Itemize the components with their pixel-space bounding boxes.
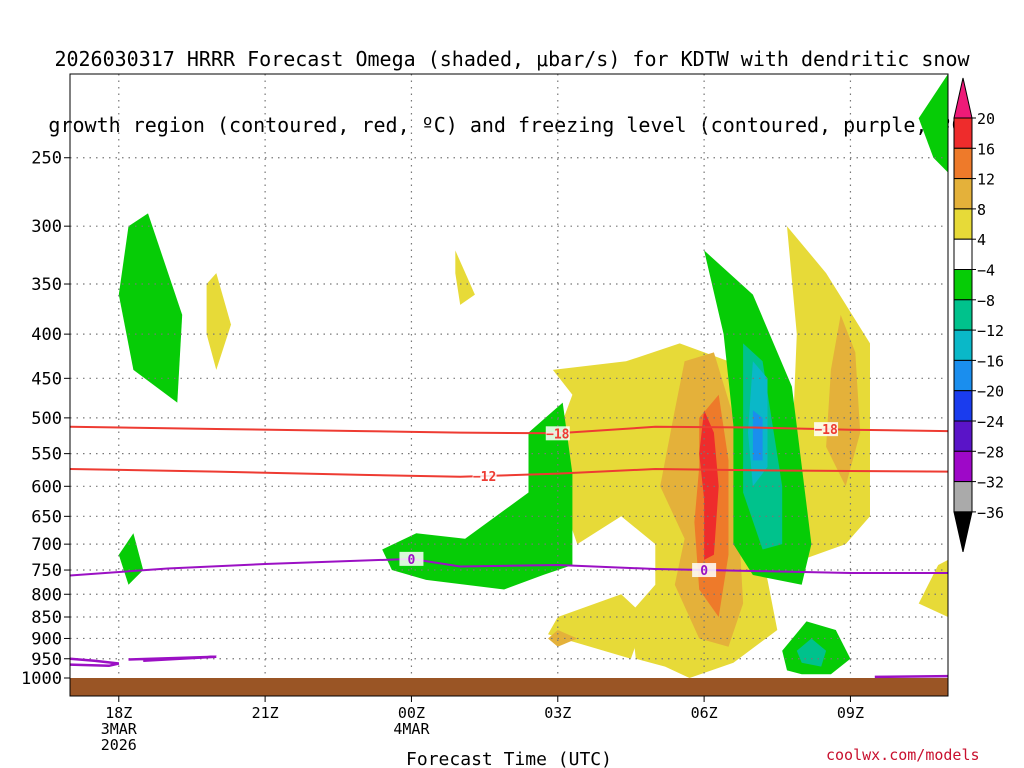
y-tick-label-650: 650	[31, 507, 62, 527]
colorbar-label-5: −4	[977, 262, 995, 280]
x-tick-label-1-0: 18Z	[105, 704, 132, 722]
chart-title-line-2: growth region (contoured, red, ºC) and f…	[48, 113, 976, 137]
omega-region-12	[826, 314, 861, 487]
y-tick-label-950: 950	[31, 650, 62, 670]
omega-region-7	[548, 630, 578, 647]
colorbar-label-4: 4	[977, 231, 986, 249]
colorbar-segment-6	[953, 299, 973, 331]
contour-label-bg-dgz-minus18-0	[545, 426, 570, 441]
omega-region-1	[206, 273, 231, 370]
omega-region-18	[796, 638, 827, 667]
plot-frame	[69, 73, 949, 697]
y-tick-label-800: 800	[31, 585, 62, 605]
colorbar-top-triangle	[953, 77, 973, 119]
omega-region-3	[455, 250, 475, 305]
y-tick-label-500: 500	[31, 409, 62, 429]
chart-title: 2026030317 HRRR Forecast Omega (shaded, …	[0, 4, 1024, 158]
colorbar-segment-11	[953, 450, 973, 483]
omega-region-0	[118, 213, 183, 403]
site-credit: coolwx.com/models	[826, 746, 980, 764]
colorbar-label-13: −36	[977, 504, 1004, 522]
colorbar-label-8: −16	[977, 352, 1004, 370]
contour-label-freezing-level-1: 0	[700, 564, 708, 579]
x-tick-label-16-0: 09Z	[837, 704, 864, 722]
colorbar-segment-4	[953, 238, 973, 270]
colorbar-bottom-triangle	[953, 511, 973, 553]
omega-region-4	[918, 74, 948, 173]
y-tick-label-400: 400	[31, 325, 62, 345]
colorbar-segment-2	[953, 178, 973, 210]
omega-region-20	[918, 559, 948, 617]
colorbar-label-2: 12	[977, 171, 995, 189]
colorbar-segment-10	[953, 420, 973, 452]
y-tick-label-450: 450	[31, 369, 62, 389]
surface-freezing-contour-0	[69, 657, 120, 668]
x-tick-label-7-1: 4MAR	[393, 720, 430, 738]
omega-shading	[118, 74, 948, 678]
omega-region-19	[382, 402, 573, 590]
contour-label-bg-freezing-level-1	[692, 563, 717, 578]
y-tick-label-850: 850	[31, 608, 62, 628]
y-tick-label-700: 700	[31, 535, 62, 555]
y-tick-label-600: 600	[31, 477, 62, 497]
colorbar-label-0: 20	[977, 110, 995, 128]
surface-ground	[70, 678, 948, 696]
colorbar-label-10: −24	[977, 413, 1004, 431]
colorbar: 20 16 12 8 4 −4 −8 −12 −16 −20 −24 −28 −32 −36	[953, 77, 1004, 553]
contour-lines: −18 −18 −12 0 0	[69, 422, 949, 679]
y-tick-label-550: 550	[31, 445, 62, 465]
contour-label-freezing-level-0: 0	[408, 553, 416, 568]
colorbar-label-9: −20	[977, 383, 1004, 401]
contour-label-bg-dgz-minus12-0	[472, 468, 497, 483]
omega-region-6	[548, 594, 646, 659]
chart-title-line-1: 2026030317 HRRR Forecast Omega (shaded, …	[54, 47, 970, 71]
contour-label-dgz-minus18-1: −18	[814, 423, 838, 438]
contour-label-bg-dgz-minus18-1	[814, 422, 839, 437]
surface-freezing-contour-1	[128, 655, 217, 662]
x-tick-label-1-1: 3MAR	[101, 720, 138, 738]
colorbar-label-3: 8	[977, 201, 986, 219]
colorbar-segment-9	[953, 390, 973, 422]
colorbar-segment-7	[953, 329, 973, 361]
y-axis: 2503003504004505005506006507007508008509…	[21, 149, 70, 689]
y-tick-label-900: 900	[31, 629, 62, 649]
colorbar-segment-1	[953, 147, 973, 180]
y-tick-label-300: 300	[31, 217, 62, 237]
y-tick-label-750: 750	[31, 561, 62, 581]
x-tick-label-1-2: 2026	[101, 736, 137, 754]
contour-freezing-level	[69, 557, 948, 577]
y-tick-label-1000: 1000	[21, 669, 62, 689]
colorbar-label-12: −32	[977, 474, 1004, 492]
x-tick-label-10-0: 03Z	[544, 704, 571, 722]
contour-dgz-minus18	[69, 425, 949, 435]
omega-region-10	[699, 410, 719, 560]
omega-region-16	[752, 410, 763, 461]
surface-layer	[70, 678, 948, 696]
omega-region-2	[118, 533, 144, 585]
colorbar-segment-5	[953, 269, 973, 301]
colorbar-segment-8	[953, 359, 973, 392]
colorbar-label-6: −8	[977, 292, 995, 310]
contour-label-bg-freezing-level-0	[399, 551, 424, 566]
contour-label-dgz-minus18-0: −18	[546, 427, 570, 442]
contour-label-dgz-minus12-0: −12	[473, 470, 496, 485]
x-tick-label-13-0: 06Z	[691, 704, 718, 722]
x-tick-label-7-0: 00Z	[398, 704, 425, 722]
colorbar-segment-12	[953, 481, 973, 513]
y-tick-label-250: 250	[31, 149, 62, 169]
colorbar-label-1: 16	[977, 140, 995, 158]
contour-dgz-minus12	[69, 467, 949, 478]
colorbar-label-11: −28	[977, 443, 1004, 461]
surface-freezing-contour-2	[874, 674, 949, 679]
colorbar-segment-0	[953, 117, 973, 149]
omega-region-11	[787, 226, 870, 560]
x-axis-label: Forecast Time (UTC)	[406, 749, 612, 768]
colorbar-segment-3	[953, 208, 973, 240]
x-tick-label-4-0: 21Z	[252, 704, 279, 722]
colorbar-label-7: −12	[977, 322, 1004, 340]
y-tick-label-350: 350	[31, 275, 62, 295]
